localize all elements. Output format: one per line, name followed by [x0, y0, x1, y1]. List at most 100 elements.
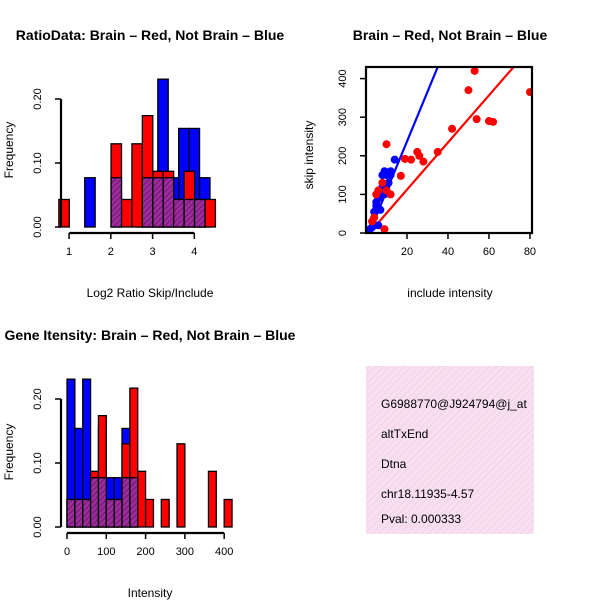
info-box-background: [366, 366, 534, 534]
bar-brain: [131, 143, 144, 228]
y-tick-label: 0: [337, 230, 349, 236]
ratio-axes: 1 2 3 4 0.00 0.10 0.20: [32, 88, 197, 258]
bar-overlap: [66, 498, 76, 528]
bar-overlap: [74, 498, 84, 528]
point-brain: [413, 147, 422, 156]
x-tick-label: 100: [97, 546, 115, 558]
bar-overlap: [193, 198, 206, 228]
point-brain: [433, 147, 442, 156]
bar-overlap: [162, 177, 175, 228]
bar-overlap: [110, 177, 123, 228]
point-not-brain: [376, 205, 385, 214]
bar-overlap: [173, 198, 185, 228]
ratio-histogram-panel: RatioData: Brain – Red, Not Brain – Blue…: [2, 27, 284, 300]
point-brain: [374, 186, 383, 195]
point-not-brain: [374, 221, 383, 230]
bar-overlap: [113, 498, 123, 528]
x-tick-label: 200: [136, 546, 154, 558]
x-tick-label: 300: [176, 546, 194, 558]
x-tick-label: 0: [64, 546, 70, 558]
y-tick-label: 0.00: [32, 516, 44, 537]
scatter-chart-title: Brain – Red, Not Brain – Blue: [353, 27, 548, 43]
y-tick-label: 0.20: [32, 388, 44, 409]
bar-overlap: [82, 498, 92, 528]
scatter-x-label: include intensity: [407, 286, 492, 300]
point-brain: [396, 171, 405, 180]
bar-overlap: [129, 477, 139, 528]
bar-overlap: [97, 477, 107, 528]
bar-brain: [207, 470, 217, 528]
x-tick-label: 20: [401, 246, 413, 258]
point-brain: [448, 124, 457, 133]
point-brain: [464, 86, 473, 95]
point-brain: [470, 67, 479, 75]
y-tick-label: 400: [337, 69, 349, 87]
x-tick-label: 400: [215, 546, 233, 558]
point-brain: [382, 140, 391, 149]
scatter-frame: [364, 65, 534, 235]
bar-overlap: [152, 177, 164, 228]
x-tick-label: 1: [66, 246, 72, 258]
info-line-pval: Pval: 0.000333: [381, 512, 461, 526]
bar-brain: [223, 498, 233, 528]
intensity-chart-title: Gene Itensity: Brain – Red, Not Brain – …: [5, 327, 296, 343]
bar-brain: [176, 443, 186, 528]
point-brain: [368, 217, 377, 226]
ratio-chart-title: RatioData: Brain – Red, Not Brain – Blue: [16, 27, 285, 43]
y-tick-label: 100: [337, 185, 349, 203]
ratio-bars: [58, 78, 217, 228]
x-tick-label: 3: [150, 246, 156, 258]
bar-brain: [137, 470, 147, 528]
y-tick-label: 300: [337, 108, 349, 126]
y-tick-label: 0.10: [32, 152, 44, 173]
point-not-brain: [386, 167, 395, 176]
x-tick-label: 40: [442, 246, 454, 258]
bar-brain: [160, 498, 170, 528]
bar-overlap: [105, 498, 115, 528]
intensity-histogram-panel: Gene Itensity: Brain – Red, Not Brain – …: [2, 327, 296, 600]
bar-brain: [204, 198, 217, 228]
x-tick-label: 4: [191, 246, 197, 258]
ratio-y-label: Frequency: [2, 122, 16, 179]
scatter-y-label: skip intensity: [302, 121, 316, 190]
scatter-plot-area: [366, 67, 532, 233]
intensity-bars: [66, 378, 233, 528]
scatter-axes: 20 40 60 80 0 100 200 300 400: [337, 69, 536, 258]
bar-brain: [144, 498, 155, 528]
bar-brain: [58, 198, 70, 228]
ratio-x-label: Log2 Ratio Skip/Include: [87, 286, 214, 300]
point-brain: [378, 178, 387, 187]
bar-overlap: [141, 177, 154, 228]
bar-overlap: [89, 477, 100, 528]
point-brain: [525, 88, 532, 97]
point-brain: [380, 225, 389, 233]
info-line-probe-id: G6988770@J924794@j_at: [381, 397, 527, 411]
point-brain: [400, 154, 409, 163]
point-brain: [407, 155, 416, 164]
point-brain: [419, 157, 428, 166]
x-tick-label: 80: [524, 246, 536, 258]
intensity-axes: 0 100 200 300 400 0.00 0.10 0.20: [32, 388, 233, 558]
scatter-panel: Brain – Red, Not Brain – Blue 20 40 60 80 0 1…: [302, 27, 547, 300]
x-tick-label: 2: [108, 246, 114, 258]
intensity-y-label: Frequency: [2, 424, 16, 481]
point-brain: [489, 117, 498, 126]
info-box: G6988770@J924794@j_at altTxEnd Dtna chr1…: [366, 366, 534, 534]
info-line-location: chr18.11935-4.57: [381, 487, 475, 501]
x-tick-label: 60: [483, 246, 495, 258]
point-not-brain: [384, 178, 393, 187]
y-tick-label: 0.10: [32, 452, 44, 473]
bar-overlap: [121, 477, 131, 528]
point-brain: [472, 115, 481, 124]
bar-brain: [120, 198, 133, 228]
intensity-x-label: Intensity: [128, 586, 173, 600]
y-tick-label: 0.00: [32, 216, 44, 237]
bar-not-brain: [84, 177, 96, 228]
y-tick-label: 0.20: [32, 88, 44, 109]
bar-overlap: [183, 198, 196, 228]
point-brain: [386, 190, 395, 199]
info-line-gene: Dtna: [381, 457, 407, 471]
y-tick-label: 200: [337, 147, 349, 165]
point-not-brain: [390, 155, 399, 164]
